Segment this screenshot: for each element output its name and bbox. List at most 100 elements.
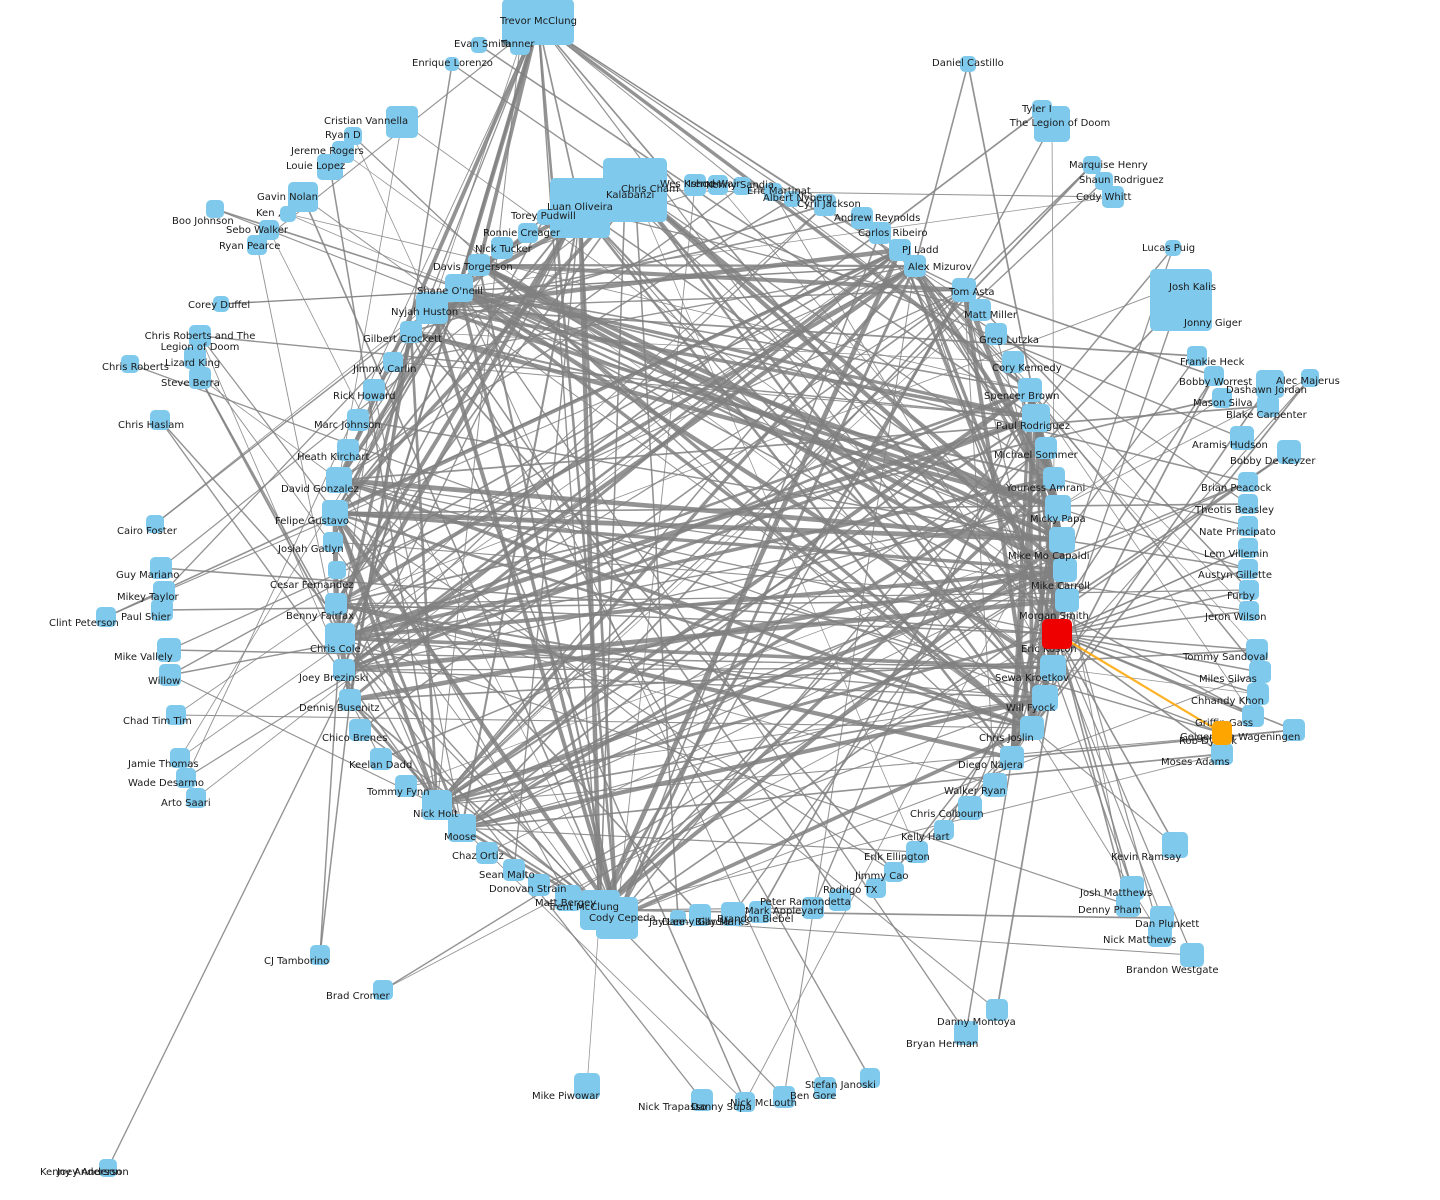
graph-node[interactable]	[1283, 719, 1305, 741]
graph-node[interactable]	[146, 515, 164, 533]
graph-node[interactable]	[986, 999, 1008, 1021]
graph-node[interactable]	[1148, 923, 1172, 947]
graph-node[interactable]	[1042, 619, 1072, 649]
graph-node[interactable]	[1000, 746, 1024, 770]
graph-node[interactable]	[280, 206, 296, 222]
graph-node[interactable]	[448, 814, 476, 842]
graph-node[interactable]	[213, 296, 229, 312]
graph-node[interactable]	[1018, 378, 1042, 402]
graph-node[interactable]	[1049, 527, 1075, 553]
graph-node[interactable]	[1238, 538, 1258, 558]
graph-node[interactable]	[1180, 943, 1204, 967]
graph-node[interactable]	[176, 768, 196, 788]
graph-node[interactable]	[151, 599, 173, 621]
graph-node[interactable]	[247, 235, 267, 255]
graph-node[interactable]	[721, 902, 745, 926]
graph-node[interactable]	[373, 980, 393, 1000]
graph-node[interactable]	[326, 467, 352, 493]
graph-node[interactable]	[1045, 495, 1071, 521]
graph-node[interactable]	[1247, 683, 1269, 705]
graph-node[interactable]	[1095, 172, 1113, 190]
graph-node[interactable]	[121, 355, 139, 373]
graph-node[interactable]	[1212, 721, 1232, 745]
graph-node[interactable]	[476, 842, 498, 864]
graph-node[interactable]	[814, 1077, 836, 1099]
graph-node[interactable]	[960, 56, 976, 72]
graph-node[interactable]	[851, 207, 873, 229]
graph-node[interactable]	[1035, 437, 1057, 459]
graph-node[interactable]	[383, 352, 403, 372]
graph-node[interactable]	[983, 773, 1007, 797]
graph-node[interactable]	[1116, 893, 1140, 917]
graph-node[interactable]	[1211, 743, 1233, 765]
graph-node[interactable]	[1230, 426, 1254, 450]
graph-node[interactable]	[445, 57, 459, 71]
graph-node[interactable]	[153, 581, 175, 603]
graph-node[interactable]	[904, 255, 926, 277]
graph-node[interactable]	[952, 278, 976, 302]
graph-node[interactable]	[829, 889, 851, 911]
graph-node[interactable]	[1204, 366, 1224, 386]
graph-node[interactable]	[344, 127, 362, 145]
graph-node[interactable]	[1053, 558, 1077, 582]
graph-node[interactable]	[934, 820, 954, 840]
graph-node[interactable]	[969, 299, 991, 321]
graph-node[interactable]	[370, 748, 392, 770]
graph-node[interactable]	[1022, 404, 1050, 432]
graph-node[interactable]	[395, 775, 417, 797]
graph-node[interactable]	[610, 181, 640, 211]
graph-node[interactable]	[157, 638, 181, 662]
graph-node[interactable]	[189, 367, 211, 389]
graph-node[interactable]	[416, 292, 448, 324]
graph-node[interactable]	[96, 607, 116, 627]
graph-node[interactable]	[1002, 351, 1024, 373]
graph-node[interactable]	[333, 659, 355, 681]
graph-node[interactable]	[349, 719, 371, 741]
graph-node[interactable]	[1277, 440, 1301, 464]
graph-node[interactable]	[1102, 186, 1124, 208]
graph-node[interactable]	[555, 885, 581, 911]
graph-node[interactable]	[1083, 156, 1101, 174]
graph-node[interactable]	[322, 500, 348, 526]
graph-node[interactable]	[860, 1068, 880, 1088]
graph-node[interactable]	[471, 37, 487, 53]
graph-node[interactable]	[784, 191, 800, 207]
graph-node[interactable]	[170, 748, 190, 768]
graph-node[interactable]	[708, 175, 728, 195]
graph-node[interactable]	[814, 194, 836, 216]
graph-node[interactable]	[328, 561, 346, 579]
graph-node[interactable]	[1043, 467, 1065, 489]
graph-node[interactable]	[317, 154, 343, 180]
graph-node[interactable]	[773, 1086, 795, 1108]
graph-node[interactable]	[550, 178, 610, 238]
graph-node[interactable]	[869, 222, 891, 244]
graph-node[interactable]	[400, 321, 422, 343]
graph-node[interactable]	[1239, 580, 1259, 600]
graph-node[interactable]	[596, 897, 638, 939]
graph-node[interactable]	[802, 897, 824, 919]
graph-node[interactable]	[166, 705, 186, 725]
graph-node[interactable]	[1301, 369, 1319, 387]
graph-node[interactable]	[1257, 395, 1279, 417]
graph-node[interactable]	[445, 274, 473, 302]
graph-node[interactable]	[189, 325, 211, 347]
graph-node[interactable]	[884, 862, 904, 882]
graph-node[interactable]	[347, 409, 369, 431]
graph-node[interactable]	[733, 177, 751, 195]
graph-node[interactable]	[422, 790, 452, 820]
graph-node[interactable]	[337, 439, 359, 461]
graph-node[interactable]	[518, 223, 538, 243]
graph-node[interactable]	[670, 910, 686, 926]
graph-node[interactable]	[1238, 472, 1258, 492]
graph-node[interactable]	[159, 664, 181, 686]
graph-node[interactable]	[1238, 494, 1258, 514]
graph-node[interactable]	[1020, 716, 1044, 740]
graph-node[interactable]	[866, 878, 886, 898]
graph-node[interactable]	[749, 901, 771, 923]
graph-node[interactable]	[1040, 655, 1066, 681]
graph-node[interactable]	[1238, 516, 1258, 536]
graph-node[interactable]	[184, 347, 206, 369]
graph-node[interactable]	[691, 1089, 713, 1111]
graph-node[interactable]	[906, 841, 928, 863]
